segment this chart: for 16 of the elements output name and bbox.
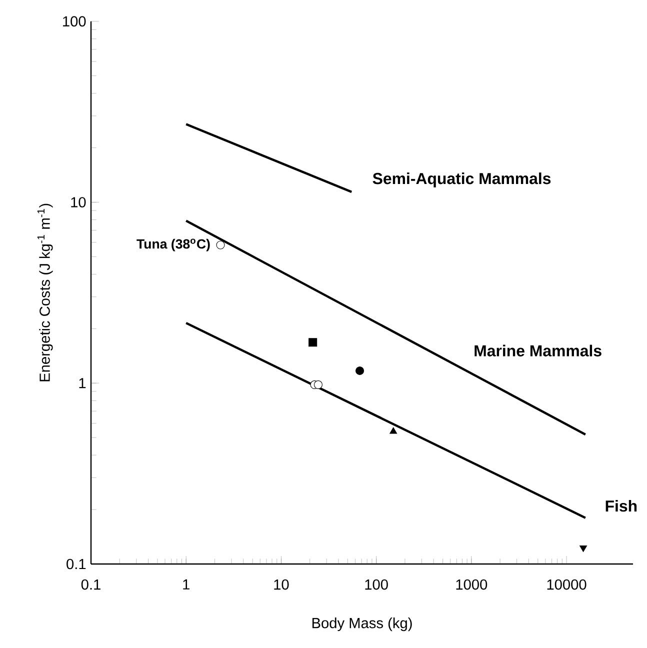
annotation: Tuna (38$^{o}$C) [136, 238, 210, 252]
y-axis-title: Energetic Costs (J kg$^{-1}$ m$^{-1}$) [37, 204, 53, 382]
x-axis-title: Body Mass (kg) [312, 618, 412, 632]
x-tick-label: 10 [274, 579, 289, 590]
x-tick-label: 1 [183, 579, 190, 590]
series-label: Marine Mammals [474, 344, 602, 356]
y-tick-label: 0.1 [66, 558, 86, 570]
x-tick-label: 1000 [456, 579, 488, 590]
series-label: Semi-Aquatic Mammals [372, 172, 551, 188]
x-tick-label: 0.1 [81, 579, 100, 590]
y-tick-label: 1 [79, 378, 86, 388]
x-tick-label: 10000 [547, 579, 586, 590]
x-tick-label: 100 [365, 579, 388, 590]
y-tick-label: 100 [63, 16, 86, 27]
series-label: Fish [606, 500, 637, 512]
y-tick-label: 10 [71, 197, 86, 208]
